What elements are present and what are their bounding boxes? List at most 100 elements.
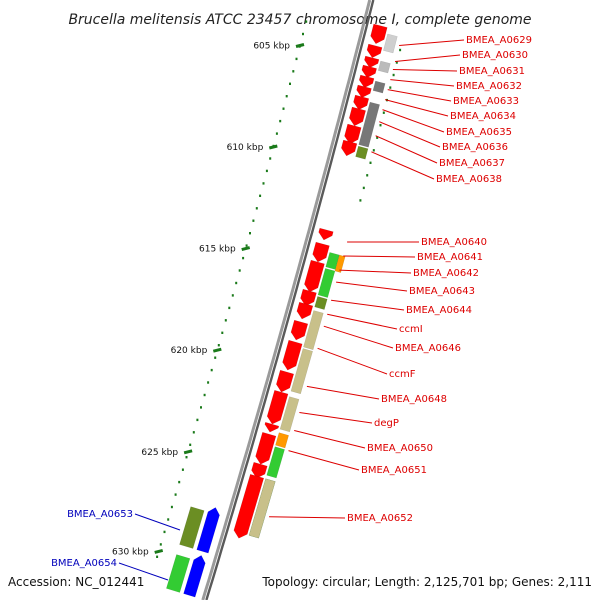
gene-label[interactable]: BMEA_A0651: [361, 465, 427, 476]
gene-label[interactable]: BMEA_A0630: [462, 50, 528, 61]
forward-cds: [366, 43, 383, 59]
forward-cds: [296, 301, 314, 320]
cog-category-band: [275, 432, 289, 449]
gene-label[interactable]: BMEA_A0652: [347, 513, 413, 524]
scale-tick-mark: [241, 246, 251, 252]
scale-dot: [255, 207, 258, 210]
gene-label[interactable]: BMEA_A0642: [413, 268, 479, 279]
label-leader-line: [390, 79, 455, 87]
gene-label[interactable]: BMEA_A0638: [436, 174, 502, 185]
chromosome-backbone: [201, 0, 375, 600]
forward-cds: [356, 84, 372, 99]
scale-dot: [275, 132, 278, 135]
scale-dot: [302, 32, 304, 36]
scale-dot: [252, 219, 255, 222]
scale-dot: [362, 186, 365, 190]
forward-cds: [276, 369, 295, 393]
gene-label[interactable]: BMEA_A0636: [442, 142, 508, 153]
gene-label[interactable]: BMEA_A0640: [421, 237, 487, 248]
cog-category-band: [377, 60, 391, 74]
scale-dot: [372, 149, 375, 152]
forward-cds: [304, 259, 325, 293]
scale-dot: [238, 269, 241, 272]
forward-cds: [290, 319, 309, 341]
cog-category-band: [358, 101, 380, 148]
forward-cds: [370, 23, 388, 45]
scale-dot: [259, 194, 262, 197]
label-leader-line: [375, 135, 438, 164]
cog-category-band: [303, 310, 324, 351]
gene-label[interactable]: BMEA_A0654: [51, 558, 117, 569]
label-leader-line: [134, 513, 181, 531]
scale-dot: [279, 119, 282, 123]
label-leader-line: [387, 89, 452, 102]
gene-label[interactable]: BMEA_A0634: [450, 111, 516, 122]
scale-dot: [156, 555, 159, 558]
scale-dot: [189, 443, 192, 446]
scale-dot: [289, 82, 291, 85]
label-leader-line: [118, 562, 169, 581]
gene-label[interactable]: BMEA_A0653: [67, 509, 133, 520]
cog-category-band: [266, 446, 285, 479]
scale-dots: [156, 20, 402, 558]
feature-rings: [166, 23, 398, 598]
gene-label[interactable]: degP: [374, 418, 399, 429]
forward-cds: [344, 123, 362, 145]
scale-dot: [196, 418, 199, 422]
scale-tick-label: 625 kbp: [141, 448, 178, 458]
gene-label[interactable]: BMEA_A0632: [456, 81, 522, 92]
gene-label[interactable]: BMEA_A0644: [406, 305, 472, 316]
scale-dot: [282, 107, 285, 110]
gene-label[interactable]: BMEA_A0646: [395, 343, 461, 354]
forward-cds: [266, 389, 289, 425]
scale-dot: [399, 48, 402, 52]
label-leader-line: [382, 109, 445, 133]
scale-dot: [382, 111, 385, 114]
cog-category-band: [314, 296, 328, 310]
label-leader-line: [379, 121, 441, 148]
cog-category-band: [290, 348, 313, 395]
scale-dot: [170, 505, 173, 509]
scale-tick-label: 615 kbp: [199, 245, 236, 255]
gene-label[interactable]: BMEA_A0643: [409, 286, 475, 297]
label-leader-line: [294, 430, 366, 449]
scale-dot: [224, 319, 227, 322]
label-leader-line: [399, 39, 465, 46]
backbone-line-outer: [201, 0, 372, 600]
label-leader-line: [331, 299, 405, 311]
forward-cds: [282, 339, 303, 371]
scale-dot: [242, 256, 245, 260]
gene-label[interactable]: BMEA_A0637: [439, 158, 505, 169]
scale-dot: [265, 169, 268, 173]
cog-category-band: [317, 268, 336, 298]
gene-label[interactable]: ccmF: [389, 369, 416, 380]
gene-label[interactable]: BMEA_A0641: [417, 252, 483, 263]
forward-cds: [312, 241, 330, 263]
label-leader-line: [317, 347, 388, 375]
gene-label[interactable]: BMEA_A0650: [367, 443, 433, 454]
gene-label[interactable]: ccmI: [399, 324, 423, 335]
gene-label[interactable]: BMEA_A0635: [446, 127, 512, 138]
label-leaders: [118, 39, 465, 581]
forward-cds: [358, 74, 375, 89]
scale-dot: [359, 199, 362, 202]
label-leader-line: [336, 281, 408, 292]
scale-dot: [295, 57, 298, 61]
gene-label[interactable]: BMEA_A0629: [466, 35, 532, 46]
reverse-cds: [183, 555, 206, 598]
scale-dot: [249, 232, 251, 235]
scale-dot: [376, 136, 379, 139]
scale-ticks: 605 kbp 610 kbp 615 kbp 620 kbp 625 kbp 630 k…: [112, 42, 305, 557]
cog-category-band: [355, 145, 369, 160]
scale-dot: [200, 406, 202, 409]
label-leader-line: [323, 325, 394, 349]
scale-dot: [379, 124, 382, 127]
gene-label[interactable]: BMEA_A0633: [453, 96, 519, 107]
gene-label[interactable]: BMEA_A0648: [381, 394, 447, 405]
gene-labels: BMEA_A0629 BMEA_A0630 BMEA_A0631 BMEA_A0632…: [51, 35, 532, 569]
scale-dot: [207, 381, 210, 384]
gene-label[interactable]: BMEA_A0631: [459, 66, 525, 77]
scale-dot: [395, 61, 398, 64]
scale-tick-label: 620 kbp: [171, 346, 208, 356]
